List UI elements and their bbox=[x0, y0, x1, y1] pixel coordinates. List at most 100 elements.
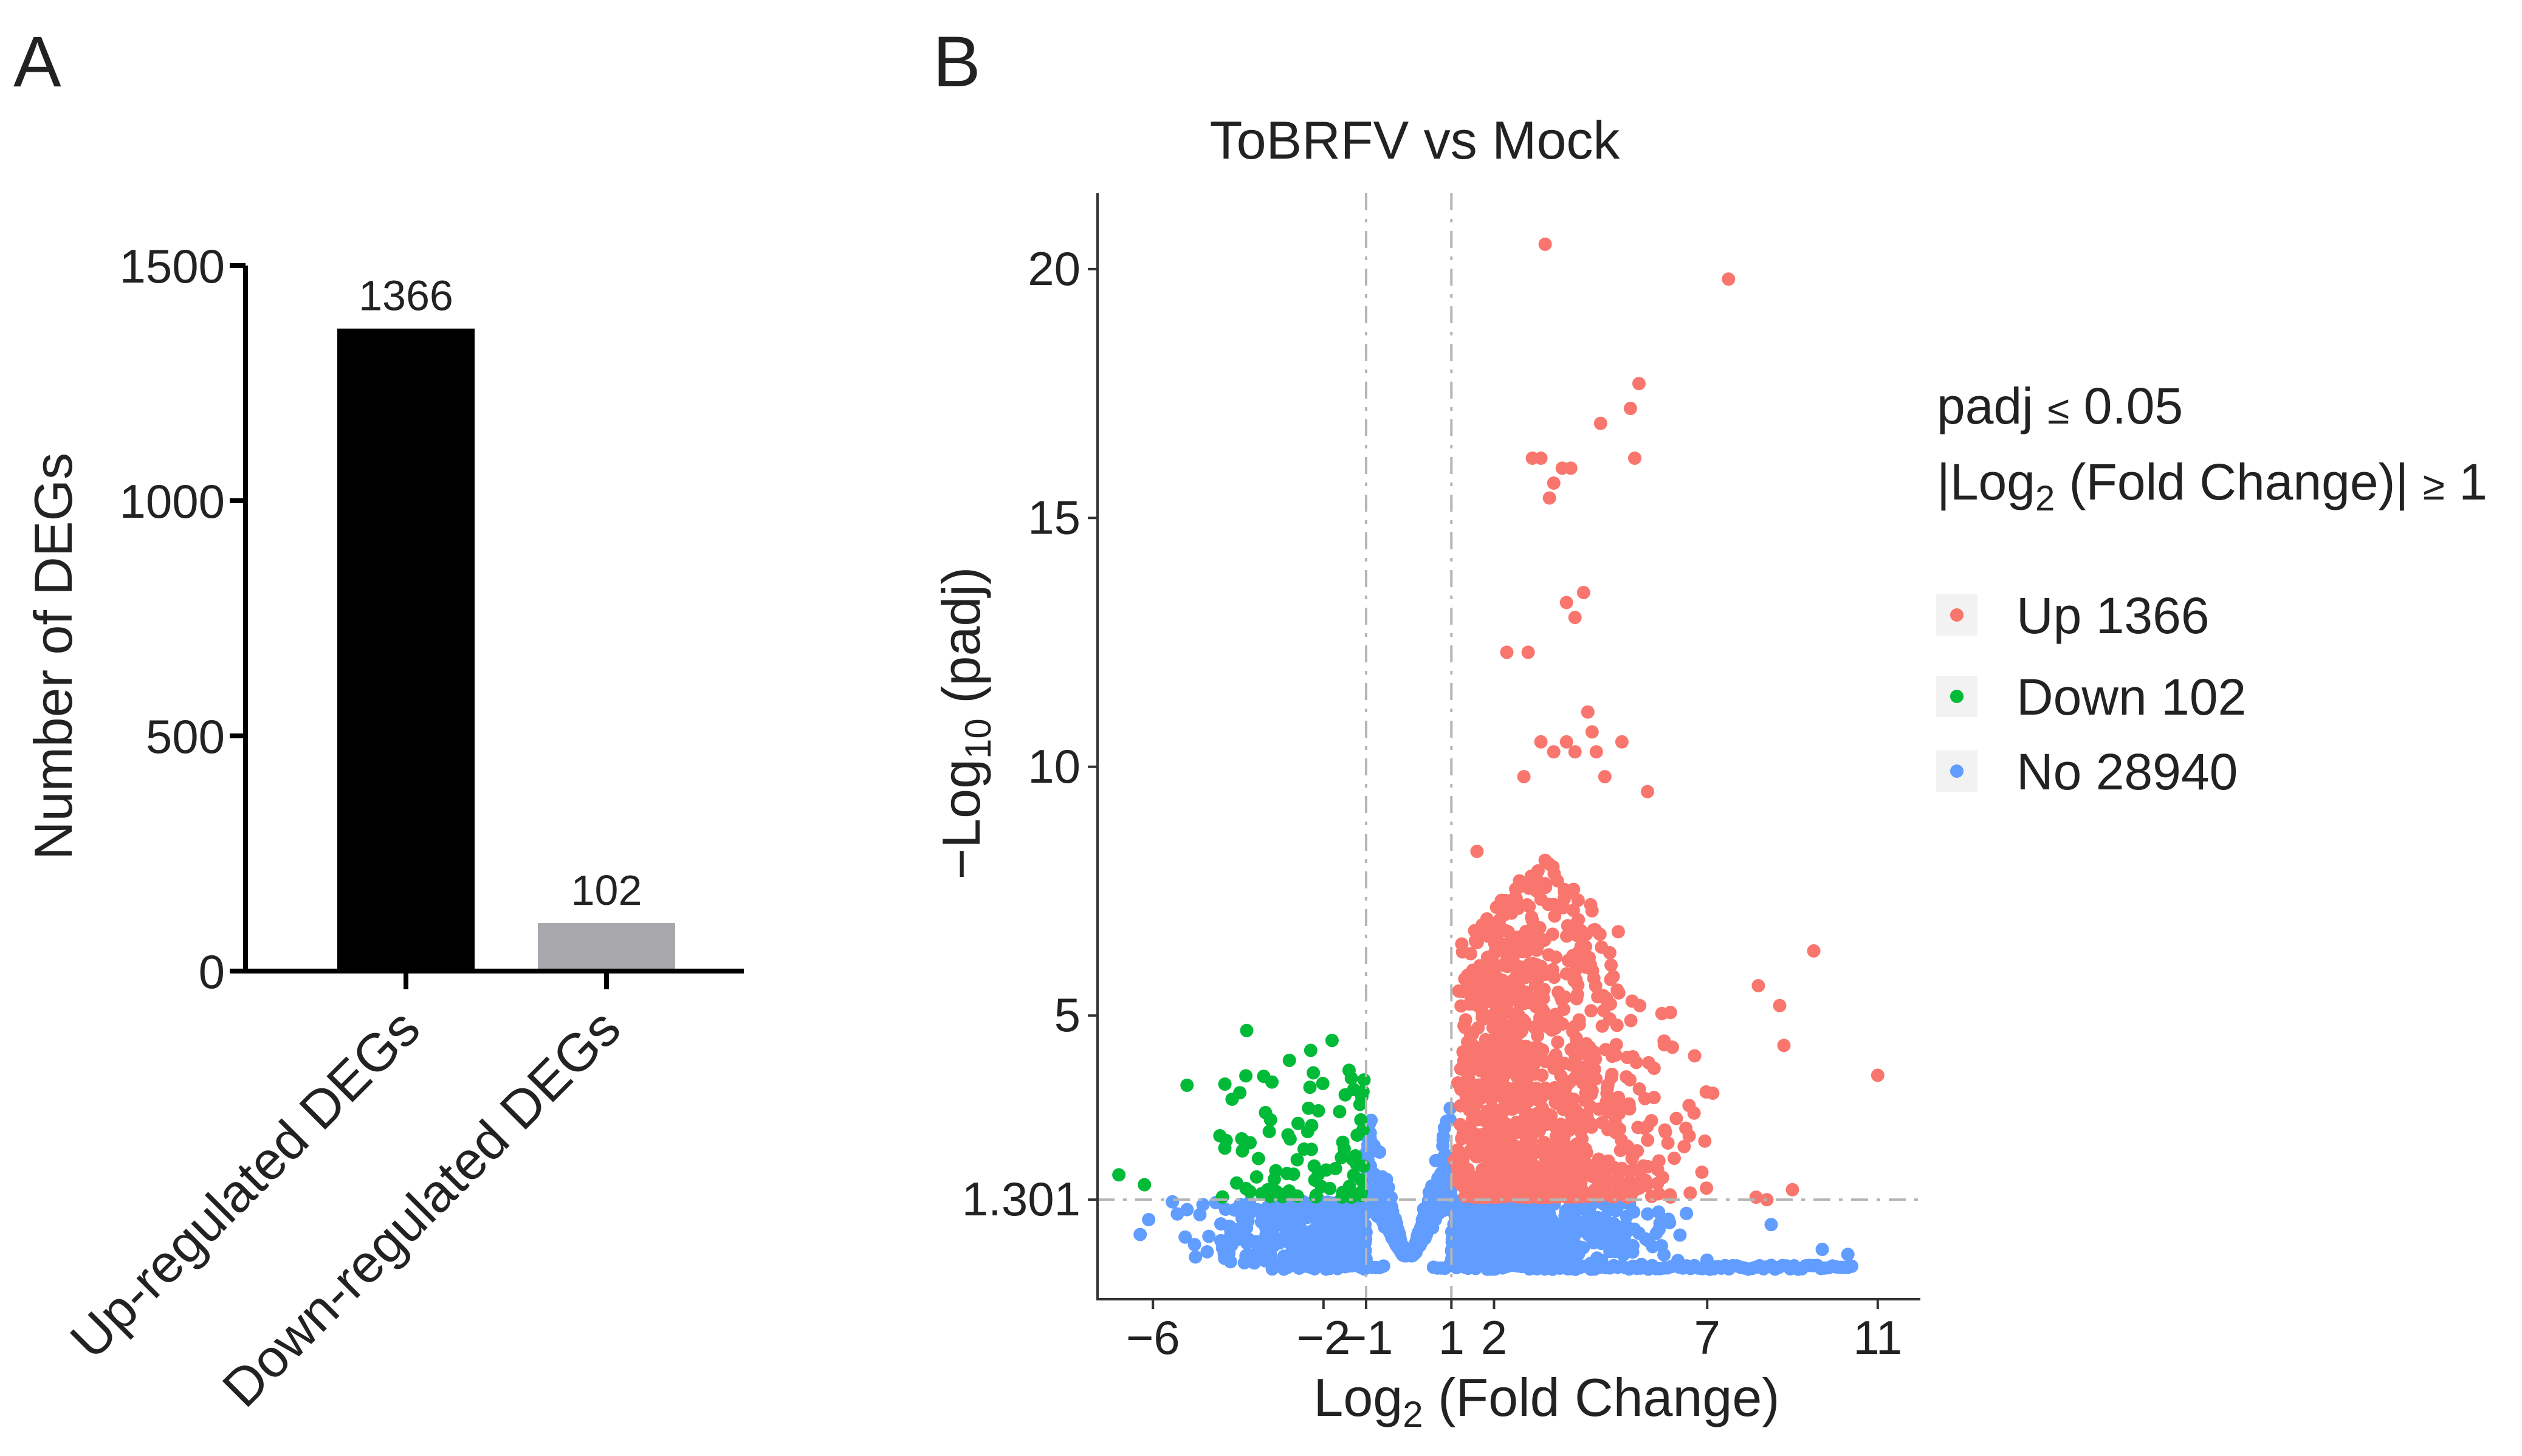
down-point bbox=[1262, 1125, 1276, 1138]
no-point bbox=[1464, 1234, 1478, 1248]
legend-title-foldchange: |Log2 (Fold Change)| ≥ 1 bbox=[1937, 453, 2487, 518]
no-point bbox=[1764, 1218, 1778, 1232]
up-point bbox=[1480, 1069, 1494, 1083]
up-point bbox=[1612, 986, 1626, 1000]
legend-entry-up: Up 1366 bbox=[1936, 587, 2210, 644]
up-point bbox=[1584, 1004, 1598, 1018]
up-point bbox=[1520, 1071, 1534, 1085]
up-point bbox=[1578, 1075, 1592, 1088]
no-point bbox=[1578, 1214, 1592, 1228]
up-point bbox=[1562, 1172, 1576, 1186]
up-point bbox=[1529, 1184, 1543, 1198]
up-point bbox=[1615, 735, 1629, 749]
up-point bbox=[1608, 1114, 1622, 1128]
bar-y-tick-label: 1000 bbox=[119, 475, 225, 528]
no-point bbox=[1214, 1234, 1228, 1248]
y-title-rest: (padj) bbox=[931, 567, 991, 718]
up-point bbox=[1528, 1175, 1542, 1189]
up-point bbox=[1567, 1092, 1581, 1106]
up-point bbox=[1604, 972, 1618, 986]
up-point bbox=[1625, 994, 1639, 1008]
no-point bbox=[1841, 1248, 1855, 1262]
up-point bbox=[1652, 1154, 1666, 1168]
no-point bbox=[1815, 1243, 1829, 1257]
no-point bbox=[1845, 1259, 1858, 1273]
up-point bbox=[1561, 1149, 1575, 1163]
up-point bbox=[1489, 901, 1503, 915]
no-point bbox=[1641, 1207, 1655, 1221]
up-point bbox=[1564, 1058, 1578, 1072]
down-point bbox=[1304, 1142, 1318, 1156]
up-point bbox=[1637, 1159, 1651, 1173]
legend-entry-no: No 28940 bbox=[1936, 743, 2238, 800]
up-point bbox=[1585, 725, 1599, 739]
up-point bbox=[1505, 1102, 1519, 1116]
up-point bbox=[1542, 491, 1556, 505]
up-point bbox=[1539, 1054, 1553, 1068]
no-point bbox=[1657, 1248, 1671, 1262]
up-point bbox=[1644, 1114, 1658, 1128]
up-point bbox=[1807, 944, 1821, 958]
no-point bbox=[1608, 1229, 1622, 1243]
up-point bbox=[1572, 946, 1586, 960]
up-point bbox=[1564, 461, 1578, 475]
up-point bbox=[1575, 1132, 1589, 1146]
no-point bbox=[1260, 1201, 1274, 1215]
up-point bbox=[1545, 927, 1559, 941]
up-point bbox=[1470, 845, 1484, 858]
up-point bbox=[1581, 1158, 1595, 1172]
legend-fc-value: 1 bbox=[2445, 453, 2487, 510]
no-point bbox=[1314, 1220, 1328, 1234]
down-point bbox=[1282, 1053, 1296, 1067]
up-point bbox=[1560, 929, 1573, 943]
legend-entry-down: Down 102 bbox=[1936, 668, 2246, 726]
up-point bbox=[1522, 1094, 1536, 1108]
no-point bbox=[1495, 1212, 1509, 1226]
up-point bbox=[1486, 1164, 1500, 1178]
no-point bbox=[1200, 1245, 1214, 1259]
up-point bbox=[1544, 1108, 1558, 1122]
up-point bbox=[1531, 1017, 1545, 1031]
down-point bbox=[1243, 1136, 1257, 1150]
up-point bbox=[1522, 899, 1536, 913]
up-point bbox=[1477, 1127, 1491, 1141]
no-point bbox=[1599, 1218, 1613, 1232]
up-point bbox=[1677, 1139, 1691, 1153]
up-point bbox=[1464, 947, 1477, 961]
down-point bbox=[1355, 1173, 1368, 1187]
up-point bbox=[1706, 1087, 1720, 1100]
down-point bbox=[1325, 1034, 1339, 1048]
up-point bbox=[1683, 1186, 1697, 1200]
up-point bbox=[1510, 891, 1523, 905]
panel-a-label: A bbox=[13, 22, 61, 102]
up-point bbox=[1531, 1029, 1545, 1043]
up-point bbox=[1500, 1054, 1514, 1068]
up-point bbox=[1589, 745, 1603, 759]
up-point bbox=[1542, 948, 1556, 962]
down-point bbox=[1357, 1073, 1371, 1087]
up-point bbox=[1459, 1013, 1472, 1027]
no-point bbox=[1202, 1229, 1216, 1243]
down-point bbox=[1303, 1080, 1317, 1094]
up-point bbox=[1547, 476, 1561, 490]
no-point bbox=[1366, 1144, 1380, 1158]
up-point bbox=[1624, 1014, 1638, 1028]
up-point bbox=[1497, 1030, 1511, 1044]
no-point bbox=[1222, 1220, 1236, 1233]
no-point bbox=[1316, 1205, 1330, 1219]
up-point bbox=[1530, 884, 1543, 898]
up-point bbox=[1522, 1125, 1536, 1139]
down-point bbox=[1353, 1097, 1367, 1111]
no-point bbox=[1271, 1200, 1285, 1214]
up-point bbox=[1567, 974, 1581, 987]
up-point bbox=[1517, 1113, 1531, 1127]
up-point bbox=[1647, 1062, 1661, 1075]
volcano-x-tick-label: 7 bbox=[1694, 1311, 1720, 1364]
no-point bbox=[1558, 1245, 1572, 1259]
no-point bbox=[1378, 1206, 1392, 1220]
no-point bbox=[1384, 1190, 1398, 1204]
volcano-legend: padj ≤ 0.05 |Log2 (Fold Change)| ≥ 1 Up … bbox=[1936, 377, 2487, 800]
up-point bbox=[1481, 961, 1495, 975]
legend-fc-subscript: 2 bbox=[2035, 479, 2055, 518]
up-point bbox=[1513, 996, 1527, 1010]
